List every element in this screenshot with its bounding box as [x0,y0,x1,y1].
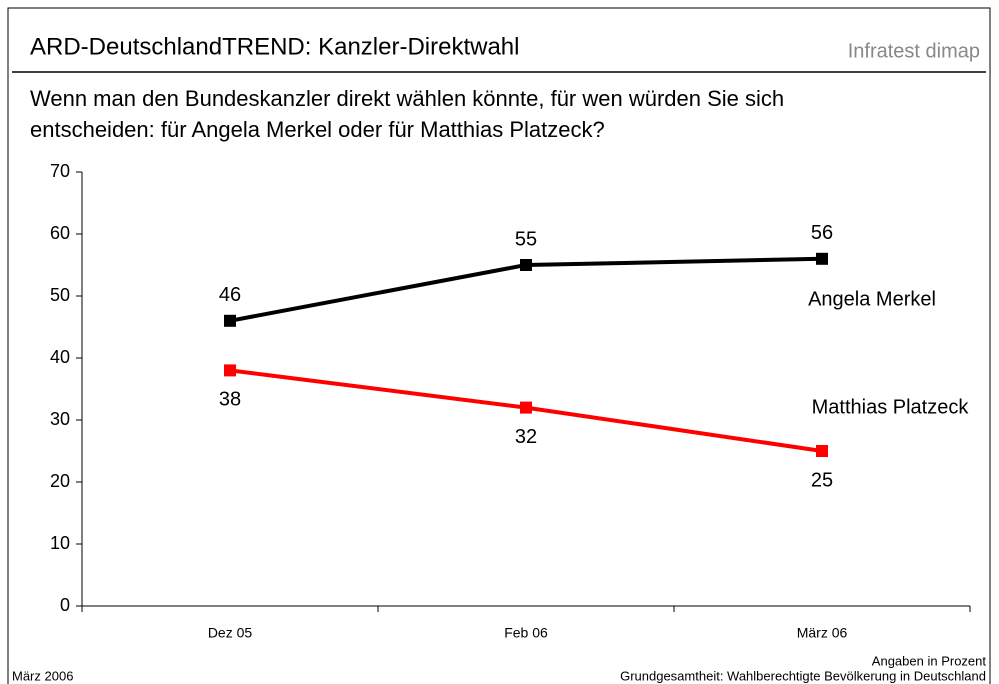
x-tick-label: Feb 06 [504,625,548,641]
y-tick-label: 60 [50,223,70,243]
unit-note: Angaben in Prozent [872,653,987,668]
marker [520,259,532,271]
value-label: 38 [219,389,241,411]
value-label: 32 [515,426,537,448]
x-tick-label: Dez 05 [208,625,253,641]
value-label: 56 [811,222,833,244]
date-note: März 2006 [12,668,73,683]
y-tick-label: 10 [50,533,70,553]
x-tick-label: März 06 [797,625,848,641]
y-tick-label: 40 [50,347,70,367]
chart-title: ARD-DeutschlandTREND: Kanzler-Direktwahl [30,33,519,60]
value-label: 46 [219,284,241,306]
marker [816,252,828,265]
marker [224,364,236,377]
series-label: Angela Merkel [808,288,936,310]
marker [816,445,828,457]
base-note: Grundgesamtheit: Wahlberechtigte Bevölke… [620,668,986,683]
y-tick-label: 30 [50,409,70,429]
marker [520,401,532,414]
y-tick-label: 20 [50,471,70,491]
marker [224,314,236,327]
series-label: Matthias Platzeck [812,396,970,418]
y-tick-label: 70 [50,161,70,181]
value-label: 55 [515,228,537,250]
y-tick-label: 0 [60,595,70,615]
value-label: 25 [811,469,833,491]
subtitle: entscheiden: für Angela Merkel oder für … [30,117,605,142]
brand: Infratest dimap [848,40,980,62]
slide-border [7,7,991,684]
y-tick-label: 50 [50,285,70,305]
subtitle: Wenn man den Bundeskanzler direkt wählen… [30,86,784,111]
